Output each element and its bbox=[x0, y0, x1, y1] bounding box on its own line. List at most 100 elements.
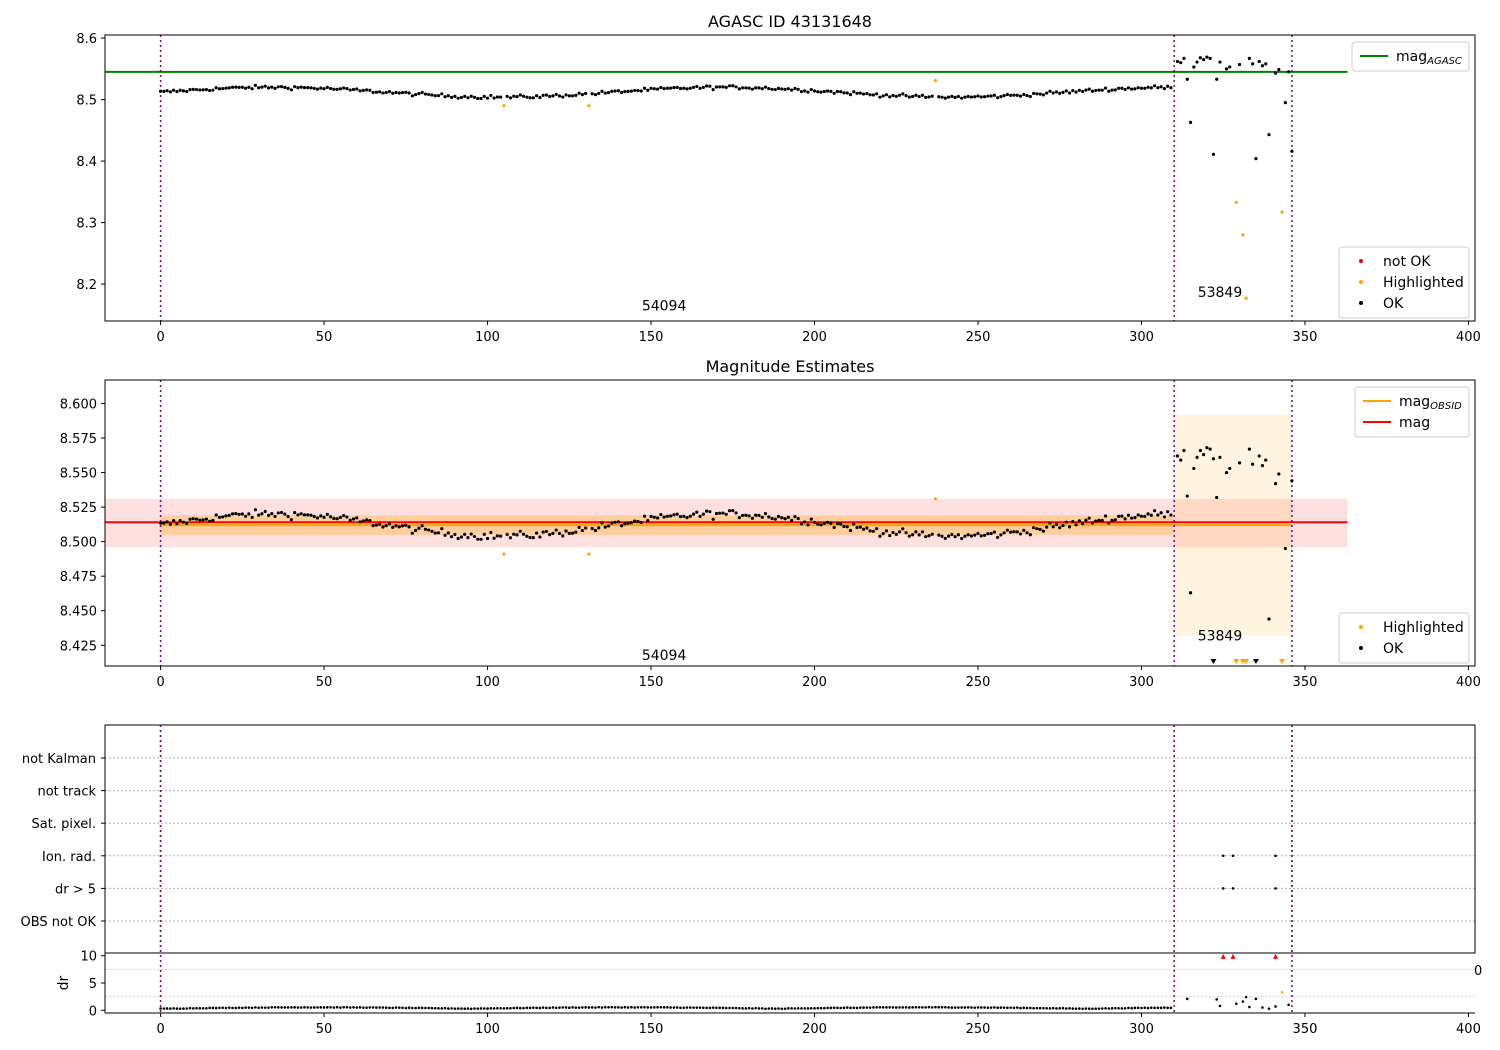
ok-point bbox=[894, 94, 898, 98]
ok-point bbox=[861, 527, 866, 531]
ok-point bbox=[633, 88, 637, 93]
dr-point bbox=[970, 1006, 973, 1009]
agasc-x-tick-label: 50 bbox=[316, 330, 333, 345]
ok-point bbox=[669, 514, 673, 518]
ok-point bbox=[803, 89, 807, 93]
dr-point bbox=[247, 1006, 251, 1009]
dr-point bbox=[983, 1006, 986, 1009]
ok-point bbox=[1081, 521, 1085, 526]
dr-point bbox=[358, 1006, 362, 1009]
dr-point bbox=[1071, 1007, 1075, 1010]
ok-point bbox=[1110, 88, 1114, 92]
ok-point bbox=[1277, 472, 1281, 476]
dr-point bbox=[211, 1006, 215, 1010]
dr-point bbox=[783, 1007, 787, 1010]
ok-point bbox=[476, 96, 480, 101]
ok-point bbox=[423, 92, 428, 96]
ok-point bbox=[306, 86, 310, 90]
dr-point bbox=[639, 1005, 643, 1009]
ok-point bbox=[479, 96, 483, 101]
ok-point bbox=[610, 89, 614, 93]
dr-point bbox=[1045, 1006, 1048, 1010]
ok-point bbox=[829, 521, 833, 525]
ok-point bbox=[234, 512, 238, 516]
dr-point bbox=[787, 1007, 790, 1010]
ok-point bbox=[806, 90, 810, 94]
dr-point bbox=[777, 1007, 780, 1010]
dr-point bbox=[666, 1006, 669, 1009]
ok-point bbox=[1267, 617, 1271, 621]
dr-point bbox=[823, 1006, 826, 1010]
dr-cut-tick-label: 0 bbox=[1474, 964, 1482, 979]
dr-not-ok-marker bbox=[1230, 953, 1236, 959]
ok-point bbox=[642, 86, 647, 90]
dr-point bbox=[1150, 1006, 1153, 1010]
ok-point bbox=[1002, 94, 1006, 98]
ok-point bbox=[1133, 87, 1137, 91]
ok-point bbox=[1205, 55, 1209, 59]
ok-point bbox=[812, 520, 817, 524]
ok-point bbox=[881, 532, 885, 536]
ok-point bbox=[1041, 93, 1046, 97]
dr-point bbox=[172, 1007, 175, 1010]
ok-point bbox=[884, 529, 889, 533]
dr-point bbox=[813, 1007, 816, 1010]
ok-point bbox=[1012, 93, 1016, 97]
dr-point bbox=[924, 1006, 927, 1009]
ok-point bbox=[185, 89, 189, 94]
ok-point bbox=[1031, 91, 1036, 95]
ok-point bbox=[371, 524, 375, 528]
dr-point bbox=[525, 1006, 529, 1010]
ok-point bbox=[855, 525, 859, 530]
ok-point bbox=[312, 514, 316, 519]
ok-point bbox=[459, 95, 463, 100]
ok-point bbox=[1025, 531, 1029, 535]
dr-point bbox=[1051, 1006, 1055, 1010]
ok-point bbox=[381, 525, 385, 529]
dr-point bbox=[1215, 998, 1218, 1001]
dr-point bbox=[273, 1005, 277, 1009]
ok-point bbox=[979, 534, 983, 538]
dr-point bbox=[417, 1006, 421, 1010]
ok-point bbox=[754, 513, 758, 517]
ok-point bbox=[194, 517, 199, 521]
ok-point bbox=[917, 94, 921, 99]
dr-point bbox=[1156, 1006, 1160, 1010]
dr-point bbox=[695, 1006, 699, 1009]
ok-point bbox=[1071, 520, 1075, 524]
ok-point bbox=[508, 536, 513, 540]
ok-point bbox=[930, 532, 934, 536]
ok-point bbox=[662, 515, 666, 519]
magnitude-legend-box bbox=[1338, 612, 1470, 664]
dr-point bbox=[989, 1006, 993, 1009]
ok-point bbox=[1058, 526, 1062, 530]
ok-point bbox=[940, 95, 944, 99]
ok-point bbox=[309, 513, 313, 517]
ok-point bbox=[1287, 70, 1291, 74]
ok-point bbox=[1107, 521, 1111, 525]
ok-point bbox=[848, 528, 853, 533]
ok-point bbox=[979, 95, 983, 99]
dr-point bbox=[1100, 1007, 1104, 1010]
dr-point bbox=[509, 1006, 512, 1010]
dr-point bbox=[1094, 1007, 1098, 1010]
ok-point bbox=[345, 87, 349, 91]
ok-point bbox=[1195, 60, 1199, 64]
dr-point bbox=[443, 1006, 447, 1010]
ok-point bbox=[832, 91, 836, 95]
dr-point bbox=[188, 1006, 192, 1010]
ok-point bbox=[593, 92, 598, 97]
dr-point bbox=[1117, 1007, 1120, 1010]
dr-point bbox=[571, 1006, 574, 1009]
ok-point bbox=[842, 524, 846, 529]
dr-point bbox=[747, 1006, 751, 1010]
dr-point bbox=[574, 1006, 578, 1009]
dr-point bbox=[937, 1005, 941, 1009]
ok-point bbox=[387, 89, 392, 94]
highlighted-point bbox=[502, 104, 506, 108]
ok-point bbox=[162, 89, 166, 93]
ok-point bbox=[1097, 88, 1101, 92]
ok-point bbox=[325, 85, 329, 90]
ok-point bbox=[1283, 101, 1287, 105]
dr-point bbox=[312, 1006, 316, 1009]
